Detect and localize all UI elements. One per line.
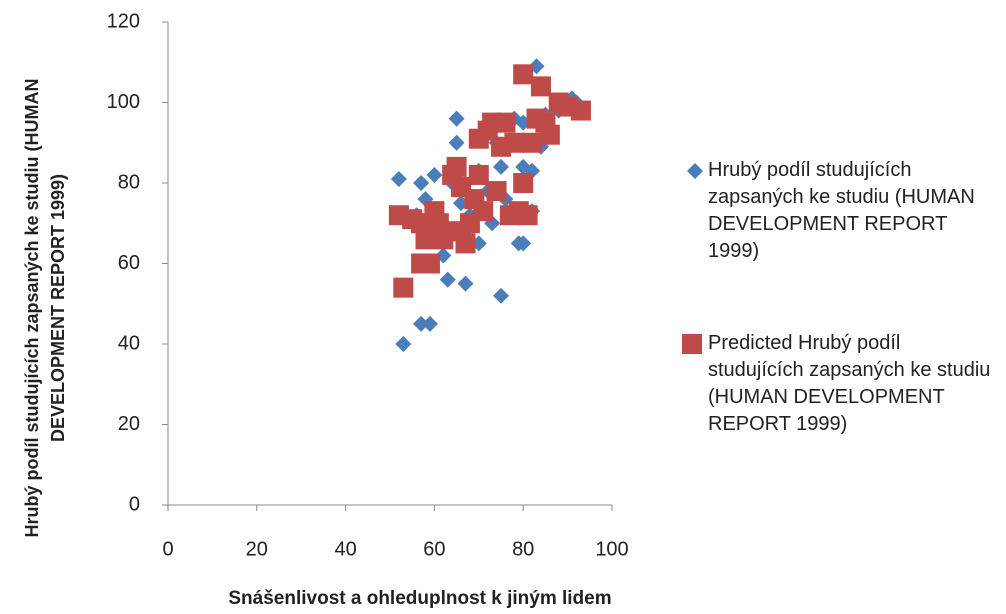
point [435, 247, 452, 264]
point [413, 315, 430, 332]
point [513, 173, 534, 193]
point [415, 229, 436, 250]
point [390, 170, 407, 187]
legend-label: Hrubý podíl studujících zapsaných ke stu… [708, 159, 975, 262]
point [493, 287, 509, 304]
point [539, 124, 560, 145]
legend-marker [682, 334, 702, 354]
point [495, 112, 516, 133]
point [570, 100, 591, 121]
point [522, 132, 543, 153]
point [473, 201, 494, 222]
legend-marker [687, 163, 703, 179]
point [517, 205, 538, 226]
point [439, 271, 456, 288]
x-tick-label: 100 [595, 538, 628, 560]
y-axis-title: Hrubý podíl studujících zapsaných ke stu… [22, 78, 68, 538]
point [448, 110, 465, 127]
y-tick-label: 40 [118, 332, 140, 354]
point [513, 64, 534, 85]
y-tick-label: 120 [107, 10, 140, 32]
point [504, 132, 525, 153]
point [468, 164, 489, 185]
point [413, 175, 430, 191]
point [457, 275, 474, 292]
point [515, 235, 532, 252]
x-tick-label: 60 [423, 538, 445, 560]
y-tick-label: 100 [107, 91, 140, 113]
y-tick-label: 60 [118, 252, 140, 274]
legend-label: Predicted Hrubý podíl studujících zapsan… [708, 332, 991, 435]
point [448, 134, 465, 151]
point [486, 181, 507, 202]
point [468, 128, 489, 149]
point [395, 336, 412, 352]
y-tick-label: 20 [118, 413, 140, 435]
point [515, 158, 532, 175]
x-tick-label: 20 [246, 538, 268, 560]
x-tick-label: 40 [334, 538, 356, 560]
point [419, 253, 440, 274]
point [493, 158, 509, 175]
point [393, 277, 414, 298]
point [421, 315, 438, 332]
point [530, 76, 551, 97]
y-tick-label: 0 [129, 493, 140, 515]
point [446, 156, 467, 177]
y-tick-label: 80 [118, 171, 140, 193]
point [451, 221, 472, 242]
x-axis-title: Snášenlivost a ohleduplnost k jiným lide… [228, 588, 612, 609]
x-tick-label: 0 [162, 538, 173, 560]
x-tick-label: 80 [512, 538, 534, 560]
point [426, 166, 443, 183]
